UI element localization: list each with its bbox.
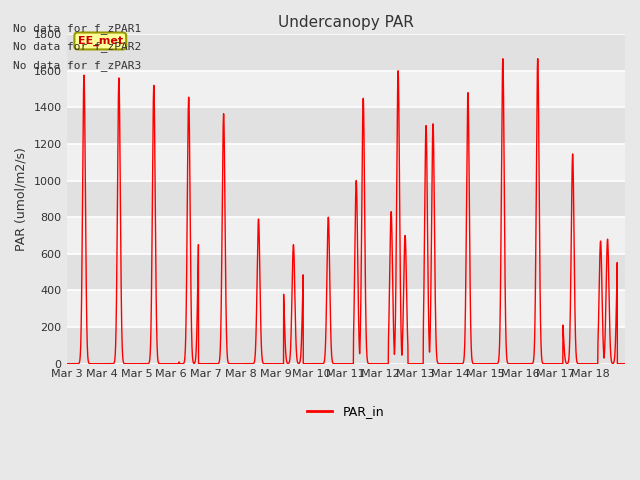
Legend: PAR_in: PAR_in — [303, 400, 389, 423]
Bar — [67, 180, 625, 217]
Text: No data for f_zPAR1: No data for f_zPAR1 — [13, 23, 141, 34]
Bar — [67, 290, 625, 327]
Bar — [67, 254, 625, 290]
Text: EE_met: EE_met — [77, 36, 123, 46]
Text: No data for f_zPAR2: No data for f_zPAR2 — [13, 41, 141, 52]
Title: Undercanopy PAR: Undercanopy PAR — [278, 15, 413, 30]
Bar — [67, 107, 625, 144]
Bar — [67, 144, 625, 180]
Y-axis label: PAR (umol/m2/s): PAR (umol/m2/s) — [15, 147, 28, 251]
Bar — [67, 217, 625, 254]
Bar — [67, 34, 625, 71]
Text: No data for f_zPAR3: No data for f_zPAR3 — [13, 60, 141, 71]
Bar — [67, 327, 625, 364]
Bar — [67, 71, 625, 107]
